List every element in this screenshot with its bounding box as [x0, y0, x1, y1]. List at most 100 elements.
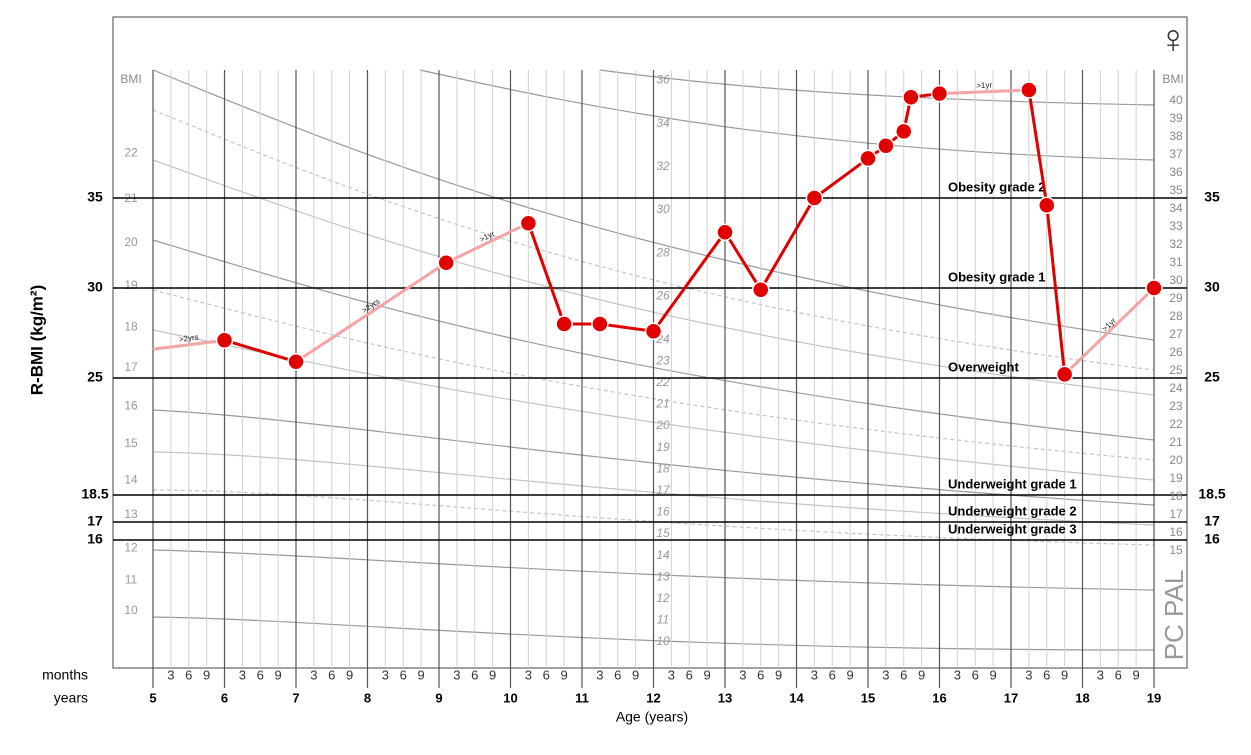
month-tick-label: 9 — [561, 667, 568, 682]
month-tick-label: 6 — [471, 667, 478, 682]
x-tick-label: 15 — [861, 690, 875, 705]
y2-tick-label: 36 — [1169, 165, 1183, 179]
brand: PC PAL — [1159, 570, 1189, 661]
y2-tick-label: 27 — [1169, 327, 1183, 341]
gap-segment — [152, 338, 225, 351]
y2-tick-label: 16 — [1169, 525, 1183, 539]
data-point — [877, 137, 895, 155]
data-point — [716, 223, 734, 241]
reference-bmi-label: 18 — [656, 461, 670, 475]
month-tick-label: 9 — [918, 667, 925, 682]
y2-tick-label: 33 — [1169, 219, 1183, 233]
y2-tick-label: 38 — [1169, 129, 1183, 143]
reference-bmi-label: 14 — [656, 548, 670, 562]
month-tick-label: 6 — [185, 667, 192, 682]
gap-segment — [445, 221, 530, 265]
y2-tick-label: 32 — [1169, 237, 1183, 251]
month-tick-label: 3 — [1025, 667, 1032, 682]
x-tick-label: 19 — [1147, 690, 1161, 705]
month-tick-label: 6 — [543, 667, 550, 682]
month-tick-label: 6 — [829, 667, 836, 682]
bmi-label: BMI — [1162, 72, 1183, 86]
y2-tick-label: 31 — [1169, 255, 1183, 269]
y2-tick-label: 15 — [1169, 543, 1183, 557]
reference-bmi-label: 22 — [655, 375, 670, 389]
month-tick-label: 6 — [757, 667, 764, 682]
x-tick-label: 6 — [221, 690, 228, 705]
reference-bmi-label: 17 — [124, 360, 138, 374]
reference-bmi-label: 12 — [124, 540, 138, 554]
data-point — [437, 254, 455, 272]
reference-bmi-label: 16 — [124, 399, 138, 413]
y2-tick-label: 30 — [1169, 273, 1183, 287]
y2-tick-label: 25 — [1169, 363, 1183, 377]
x-tick-label: 7 — [292, 690, 299, 705]
x-tick-label: 17 — [1004, 690, 1018, 705]
data-point — [895, 122, 913, 141]
line-segment — [1045, 205, 1067, 375]
reference-bmi-label: 21 — [655, 397, 669, 411]
threshold-label: Underweight grade 2 — [948, 503, 1077, 518]
chart-frame — [112, 16, 1188, 669]
x-tick-label: 11 — [575, 690, 589, 705]
data-point — [287, 353, 305, 371]
threshold-label: Underweight grade 1 — [948, 476, 1077, 491]
y2-tick-label: 20 — [1169, 453, 1183, 467]
years-row-label: years — [54, 690, 88, 706]
month-tick-label: 9 — [489, 667, 496, 682]
month-tick-label: 3 — [954, 667, 961, 682]
y-tick-label-right: 25 — [1204, 369, 1220, 385]
y-tick-label: 35 — [87, 189, 103, 205]
reference-bmi-label: 10 — [124, 603, 138, 617]
sex-symbol: ♀ — [1158, 18, 1188, 62]
month-tick-label: 3 — [811, 667, 818, 682]
x-axis-title: Age (years) — [616, 709, 688, 725]
month-tick-label: 9 — [346, 667, 353, 682]
y-tick-label: 18.5 — [81, 486, 108, 502]
month-tick-label: 6 — [972, 667, 979, 682]
data-point — [1055, 365, 1074, 384]
reference-bmi-label: 19 — [656, 440, 670, 454]
reference-bmi-label: 20 — [124, 235, 138, 249]
reference-bmi-label: 26 — [655, 289, 670, 303]
x-tick-label: 5 — [149, 690, 156, 705]
month-tick-label: 6 — [328, 667, 335, 682]
reference-bmi-label: 34 — [656, 116, 670, 130]
y-tick-label-right: 35 — [1204, 189, 1220, 205]
data-point — [1020, 81, 1038, 99]
y2-tick-label: 37 — [1169, 147, 1183, 161]
y-axis-title: R-BMI (kg/m²) — [27, 285, 46, 395]
line-segment — [723, 231, 763, 291]
x-tick-label: 16 — [932, 690, 946, 705]
month-tick-label: 9 — [775, 667, 782, 682]
gap-label: >1yr — [976, 81, 992, 91]
reference-bmi-label: 17 — [656, 483, 671, 497]
reference-bmi-label: 11 — [125, 572, 138, 586]
threshold-label: Obesity grade 1 — [948, 269, 1046, 284]
threshold-label: Obesity grade 2 — [948, 179, 1046, 194]
data-point — [752, 281, 770, 299]
y-tick-label-right: 16 — [1204, 531, 1220, 547]
threshold-label: Overweight — [948, 359, 1019, 374]
gap-label: >2yrs — [178, 333, 199, 344]
reference-bmi-label: 19 — [124, 278, 138, 292]
month-tick-label: 6 — [400, 667, 407, 682]
reference-bmi-label: 18 — [124, 320, 138, 334]
line-segment — [599, 322, 654, 333]
reference-bmi-label: 13 — [656, 569, 670, 583]
month-tick-label: 9 — [1061, 667, 1068, 682]
y-tick-label-right: 17 — [1204, 513, 1220, 529]
data-point — [805, 189, 824, 207]
data-point — [591, 315, 609, 333]
data-point — [930, 84, 949, 103]
data-point — [1145, 279, 1163, 297]
month-tick-label: 6 — [614, 667, 621, 682]
y2-tick-label: 22 — [1169, 417, 1183, 431]
month-tick-label: 9 — [632, 667, 639, 682]
x-tick-label: 18 — [1075, 690, 1089, 705]
month-tick-label: 3 — [310, 667, 317, 682]
data-point — [519, 214, 538, 232]
line-segment — [224, 338, 297, 364]
reference-curves — [152, 69, 1155, 651]
